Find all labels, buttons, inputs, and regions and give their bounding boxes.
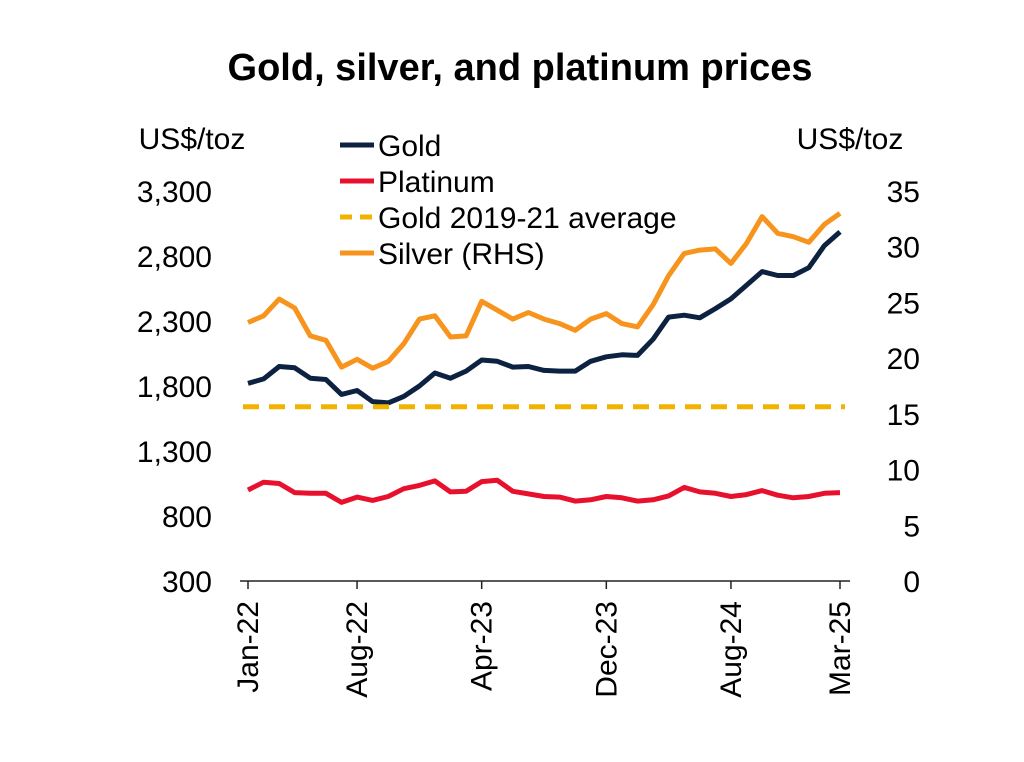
right-tick-label: 35	[887, 176, 920, 209]
series-line-gold	[247, 230, 842, 406]
x-tick-label: Aug-24	[715, 601, 748, 698]
left-tick-label: 2,800	[137, 241, 212, 274]
left-tick-label: 1,800	[137, 371, 212, 404]
right-tick-label: 15	[887, 399, 920, 432]
right-tick-label: 20	[887, 343, 920, 376]
x-tick-label: Dec-23	[590, 601, 623, 698]
legend-label: Gold 2019-21 average	[378, 202, 677, 235]
x-tick-label: Jan-22	[232, 601, 265, 693]
left-tick-label: 1,300	[137, 436, 212, 469]
legend-label: Silver (RHS)	[378, 238, 545, 271]
left-tick-label: 300	[162, 566, 212, 599]
right-tick-label: 25	[887, 287, 920, 320]
series-line-silver-rhs	[247, 211, 842, 371]
legend-label: Platinum	[378, 166, 495, 199]
right-axis-unit: US$/toz	[797, 123, 904, 156]
left-tick-label: 2,300	[137, 306, 212, 339]
right-tick-label: 5	[903, 510, 920, 543]
chart-title: Gold, silver, and platinum prices	[228, 47, 813, 89]
left-tick-label: 3,300	[137, 176, 212, 209]
plot-area: 3,300 2,800 2,300 1,800 1,300 800 300 35 30 25 20 1…	[137, 176, 920, 698]
right-tick-label: 30	[887, 232, 920, 265]
series-line-platinum	[246, 477, 841, 505]
x-tick-label: Apr-23	[466, 601, 499, 691]
x-tick-label: Aug-22	[341, 601, 374, 698]
legend-label: Gold	[378, 130, 441, 163]
x-tick-label: Mar-25	[824, 601, 857, 696]
right-tick-label: 10	[887, 455, 920, 488]
right-tick-label: 0	[903, 566, 920, 599]
left-tick-label: 800	[162, 501, 212, 534]
left-axis-unit: US$/toz	[139, 123, 246, 156]
